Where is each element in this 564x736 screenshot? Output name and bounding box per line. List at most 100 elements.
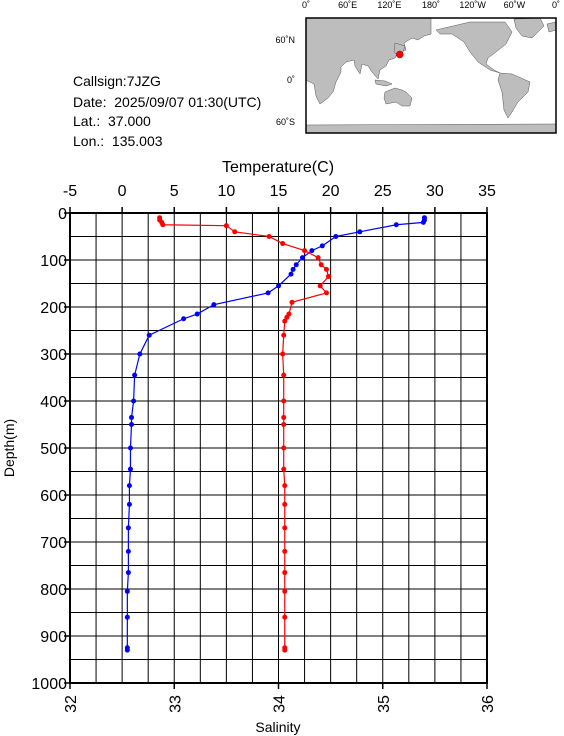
- profile-point: [282, 483, 288, 489]
- map-lat-label: 0˚: [287, 75, 295, 85]
- profile-point: [315, 255, 321, 261]
- profile-point: [124, 647, 130, 653]
- y-tick-label: 0: [58, 206, 67, 223]
- profile-point: [326, 273, 332, 279]
- x2-tick-label: 34: [272, 695, 289, 713]
- x-axis-title: Temperature(C): [222, 159, 334, 176]
- profile-point: [181, 316, 187, 322]
- map-lon-label: 60˚E: [338, 0, 357, 10]
- profile-point: [281, 332, 287, 338]
- profile-point: [129, 422, 135, 427]
- world-map: [305, 17, 557, 134]
- profile-point: [266, 234, 272, 239]
- y-tick-label: 200: [40, 300, 67, 317]
- info-date: Date: 2025/09/07 01:30(UTC): [73, 94, 261, 110]
- map-lat-label: 60˚S: [276, 117, 295, 127]
- profile-point: [265, 290, 271, 296]
- info-lon: Lon.: 135.003: [73, 133, 163, 149]
- x-tick-label: 15: [270, 183, 288, 200]
- profile-point: [223, 223, 229, 229]
- profile-point: [282, 588, 288, 594]
- profile-point: [137, 351, 143, 357]
- profile-point: [276, 283, 281, 289]
- y-axis-title: Depth(m): [1, 419, 17, 477]
- profile-point: [333, 234, 339, 239]
- y-tick-label: 900: [40, 629, 67, 646]
- profile-point: [211, 302, 217, 308]
- profile-point: [282, 548, 288, 554]
- y-tick-label: 700: [40, 535, 67, 552]
- land: [305, 17, 557, 134]
- profile-point: [125, 570, 131, 576]
- profile-point: [280, 351, 286, 357]
- profile-point: [232, 229, 238, 235]
- profile-point: [194, 311, 200, 317]
- profile-point: [280, 241, 286, 247]
- profile-point: [323, 266, 329, 272]
- y-tick-label: 400: [40, 394, 67, 411]
- profile-point: [282, 525, 288, 531]
- x2-axis-title: Salinity: [255, 719, 300, 735]
- x-tick-label: 5: [170, 183, 179, 200]
- profile-point: [318, 262, 324, 268]
- map-lon-label: 0˚: [302, 0, 310, 10]
- profile-point: [281, 398, 287, 404]
- x2-tick-label: 36: [480, 695, 497, 713]
- profile-point: [124, 614, 130, 620]
- profile-point: [281, 445, 287, 451]
- profile-point: [160, 222, 166, 228]
- map-lon-label: 120˚W: [459, 0, 486, 10]
- profile-point: [126, 501, 132, 507]
- profile-point: [319, 243, 325, 249]
- profile-point: [357, 229, 363, 235]
- x-tick-label: 0: [118, 183, 127, 200]
- profile-point: [281, 466, 287, 472]
- profile-point: [290, 266, 296, 272]
- profile-point: [281, 372, 287, 378]
- profile-point: [289, 299, 295, 305]
- station-marker: [396, 50, 404, 59]
- profile-point: [302, 248, 308, 254]
- map-lon-label: 120˚E: [377, 0, 401, 10]
- y-tick-label: 800: [40, 582, 67, 599]
- profile-point: [132, 372, 138, 378]
- info-lat: Lat.: 37.000: [73, 113, 151, 129]
- info-callsign: Callsign:7JZG: [73, 73, 161, 89]
- x2-tick-label: 35: [376, 695, 393, 713]
- y-tick-label: 1000: [31, 676, 67, 693]
- y-tick-label: 300: [40, 347, 67, 364]
- profile-point: [127, 466, 133, 472]
- profile-point: [420, 219, 426, 225]
- profile-point: [317, 283, 323, 289]
- profile-point: [281, 414, 287, 420]
- y-tick-label: 500: [40, 441, 67, 458]
- map-lon-label: 180˚: [422, 0, 440, 10]
- map-frame: [305, 17, 557, 134]
- profile-point: [282, 318, 288, 324]
- profile-point: [299, 255, 305, 261]
- profile-point: [124, 588, 130, 594]
- profile-point: [127, 445, 133, 451]
- profile-point: [146, 332, 152, 338]
- map-lat-label: 60˚N: [275, 35, 295, 45]
- profile-line: [126, 217, 426, 651]
- profile-point: [293, 262, 299, 268]
- x-tick-label: 30: [426, 183, 444, 200]
- profile-point: [282, 647, 288, 653]
- x2-tick-label: 32: [63, 695, 80, 713]
- map-lon-label: 0˚: [552, 0, 560, 10]
- profile-point: [129, 414, 135, 420]
- profile-point: [125, 548, 131, 554]
- x-tick-label: 20: [322, 183, 340, 200]
- profile-line: [159, 217, 330, 651]
- y-tick-label: 100: [40, 253, 67, 270]
- x-tick-label: -5: [63, 183, 77, 200]
- profile-point: [281, 422, 287, 427]
- profile-point: [131, 398, 137, 404]
- x-tick-label: 35: [478, 183, 496, 200]
- profile-point: [282, 570, 288, 576]
- x-tick-label: 25: [374, 183, 392, 200]
- map-lon-label: 60˚W: [504, 0, 526, 10]
- profile-point: [393, 222, 399, 228]
